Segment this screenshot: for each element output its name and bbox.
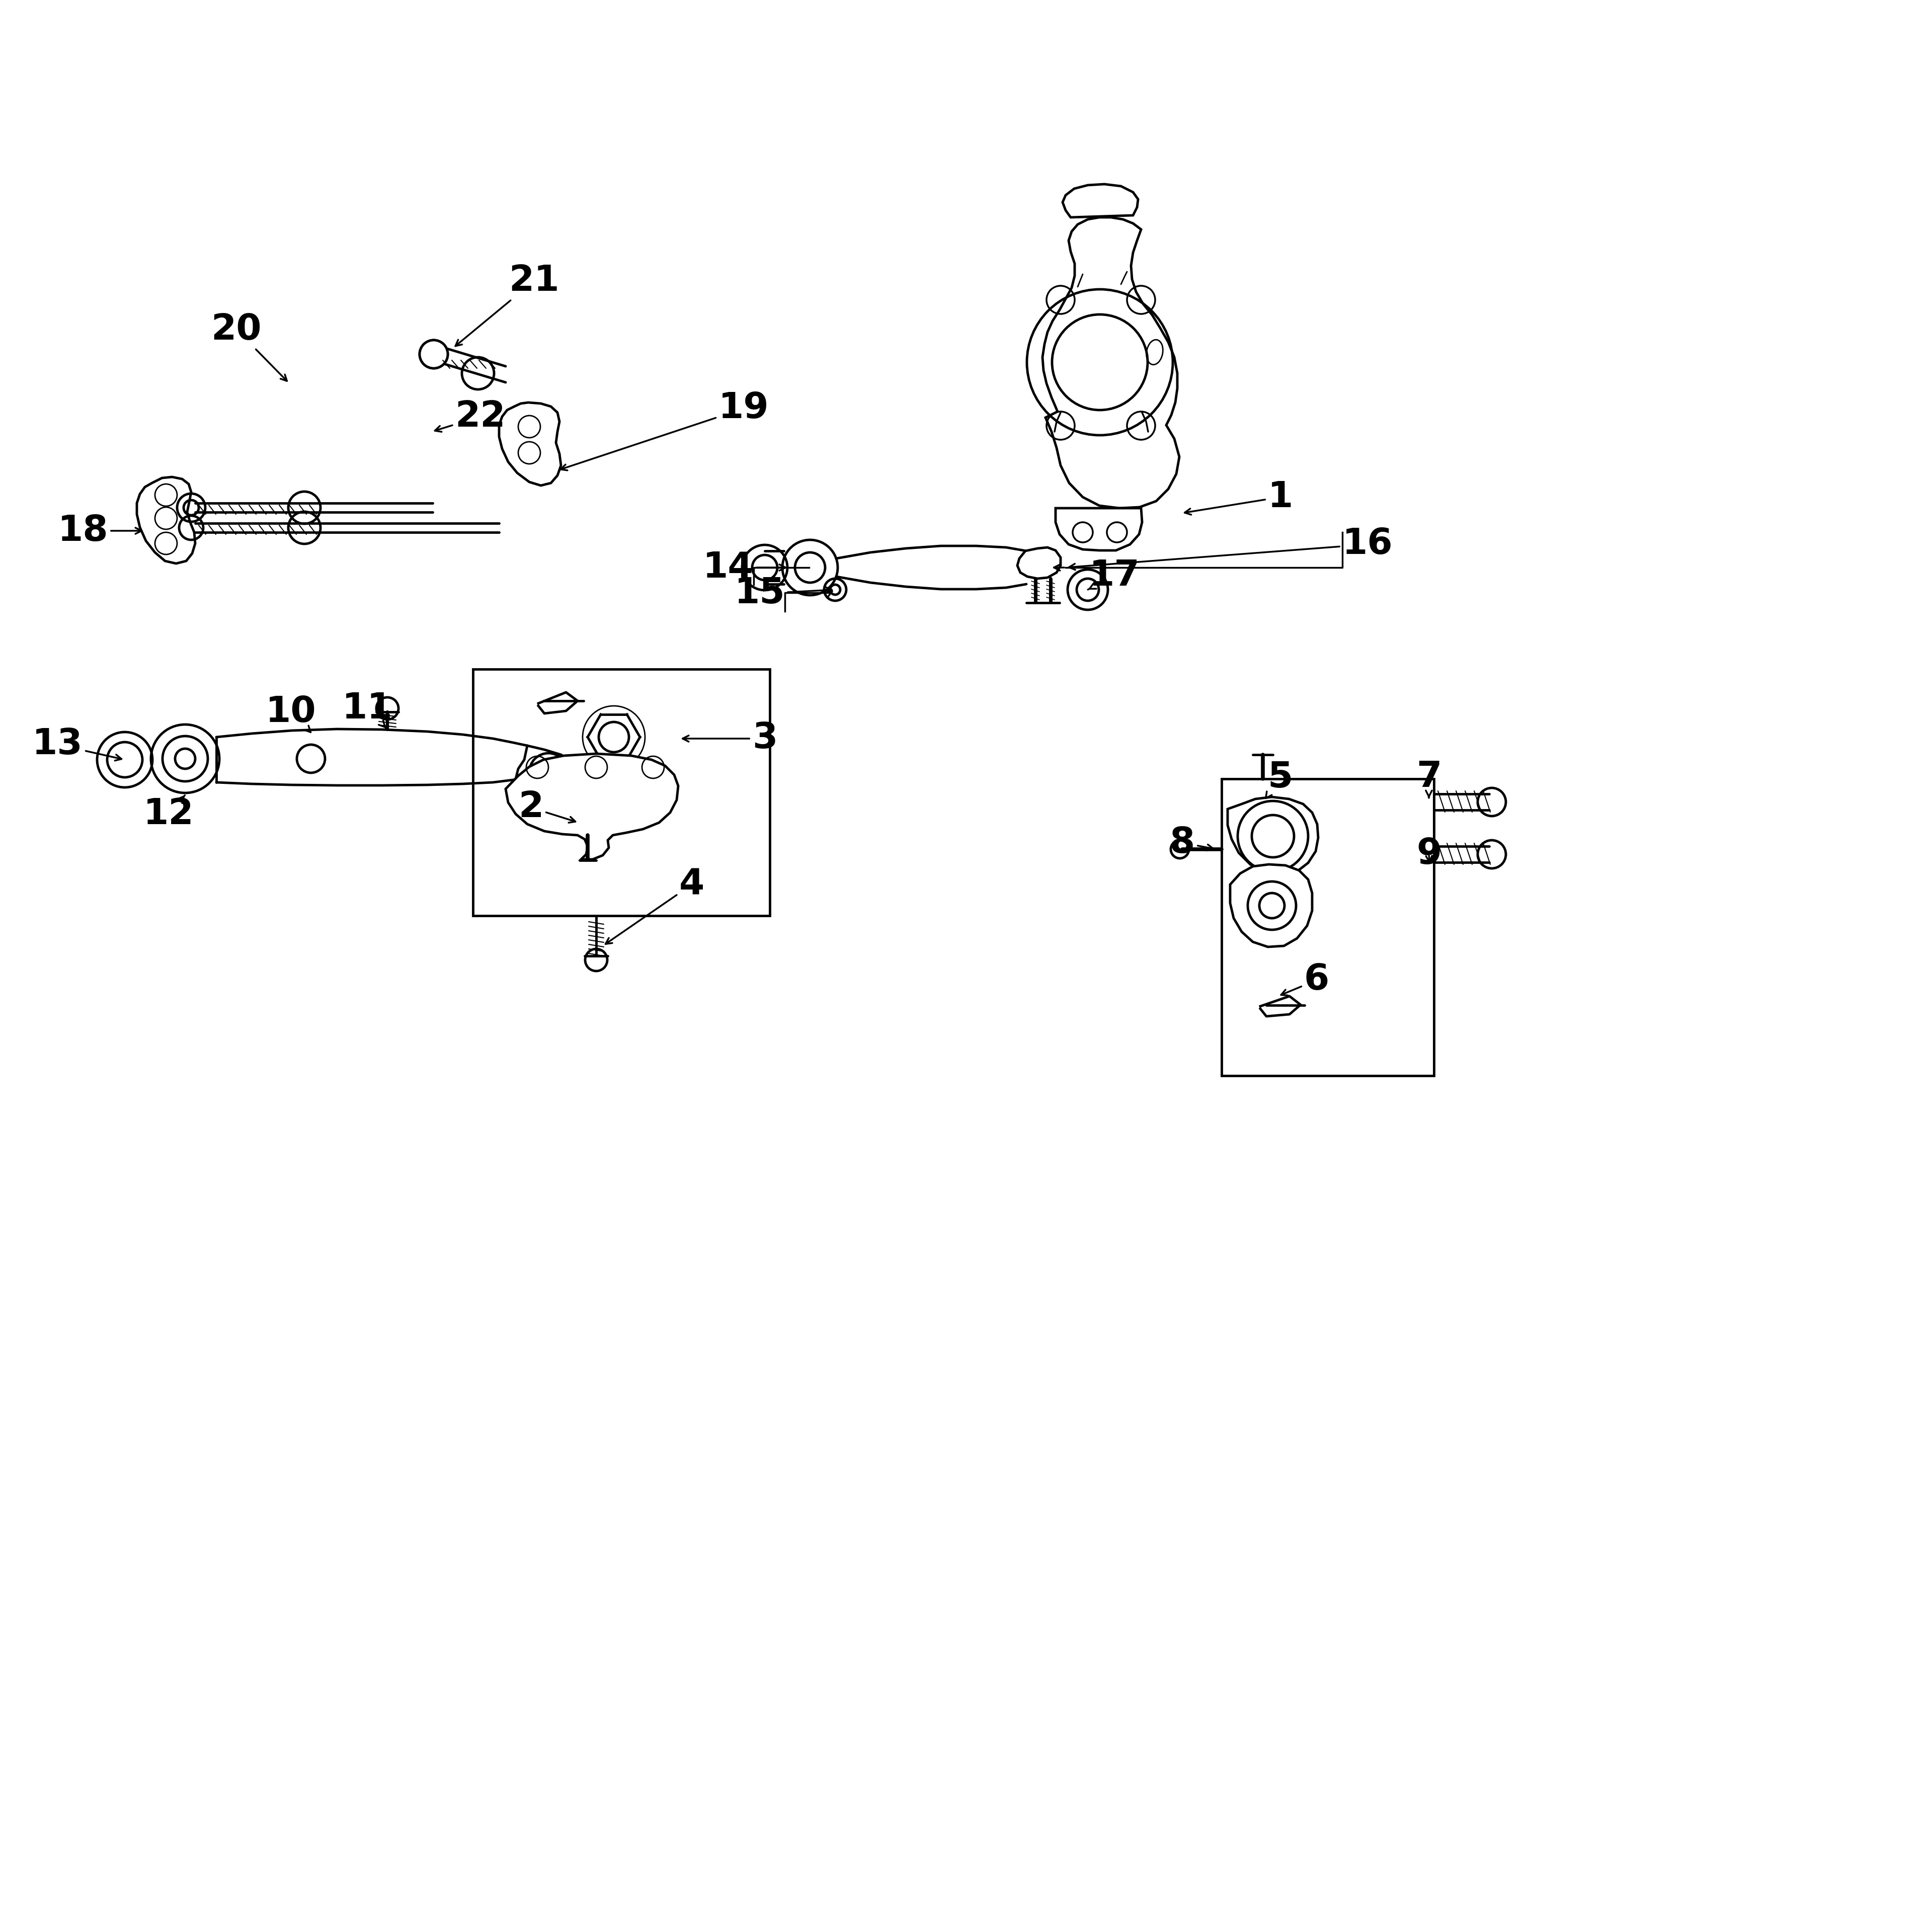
Polygon shape — [1055, 508, 1142, 551]
Text: 20: 20 — [211, 313, 288, 381]
Text: 10: 10 — [265, 696, 317, 732]
Polygon shape — [1231, 864, 1312, 947]
Text: 2: 2 — [518, 790, 576, 825]
Text: 11: 11 — [342, 692, 392, 728]
Text: 3: 3 — [682, 721, 777, 755]
Text: 13: 13 — [33, 726, 122, 761]
Bar — [473, 668, 769, 916]
Text: 17: 17 — [1088, 558, 1140, 593]
Text: 12: 12 — [143, 796, 193, 831]
Text: 14: 14 — [703, 551, 786, 585]
Text: 8: 8 — [1169, 825, 1213, 860]
Text: 21: 21 — [456, 263, 560, 346]
Text: 6: 6 — [1281, 962, 1329, 997]
Circle shape — [419, 340, 448, 369]
Polygon shape — [1018, 547, 1061, 578]
Text: 22: 22 — [435, 400, 506, 435]
Text: 5: 5 — [1265, 759, 1293, 798]
Polygon shape — [506, 753, 678, 860]
Polygon shape — [137, 477, 195, 564]
Text: 16: 16 — [1068, 527, 1393, 570]
Polygon shape — [516, 746, 578, 800]
Text: 4: 4 — [605, 867, 705, 945]
Text: 15: 15 — [734, 576, 833, 611]
Text: 9: 9 — [1416, 837, 1441, 871]
Text: 7: 7 — [1416, 759, 1441, 798]
Polygon shape — [1063, 184, 1138, 218]
Polygon shape — [1043, 218, 1179, 508]
Text: 1: 1 — [1184, 479, 1293, 514]
Text: 19: 19 — [560, 390, 769, 469]
Bar — [1221, 779, 1434, 1076]
Text: 18: 18 — [58, 514, 141, 549]
Polygon shape — [498, 402, 560, 485]
Polygon shape — [1227, 796, 1318, 875]
